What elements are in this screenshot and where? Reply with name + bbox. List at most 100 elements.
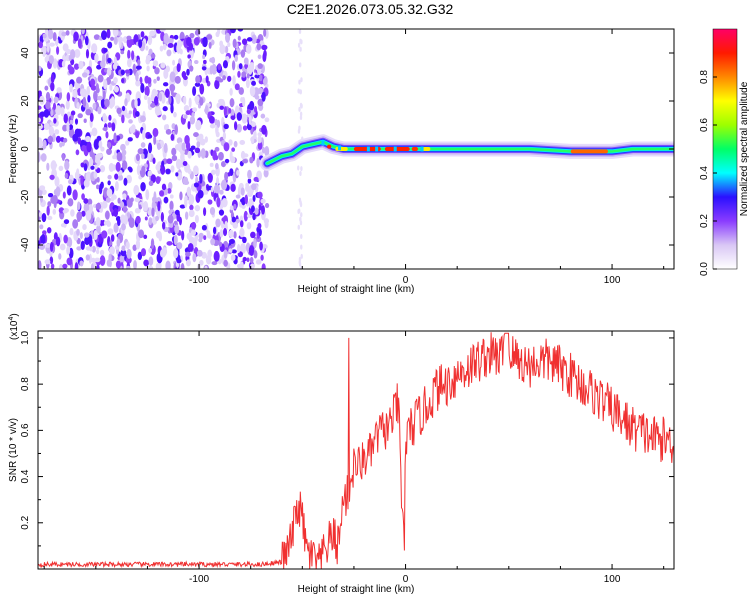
spectrogram-noise-cell xyxy=(188,97,192,108)
spectrogram-noise-cell xyxy=(233,203,237,210)
spectrogram-noise-cell xyxy=(54,176,60,187)
spectrogram-noise-cell xyxy=(253,250,258,259)
spectrogram-noise-cell xyxy=(239,228,245,238)
spectrogram-noise-cell xyxy=(140,31,145,38)
spectrogram-noise-cell xyxy=(209,206,216,216)
snr-x-tick-label: 0 xyxy=(403,574,409,585)
spectrogram-noise-cell xyxy=(115,260,122,269)
spectrogram-noise-cell xyxy=(73,63,80,70)
spectrogram-noise-cell xyxy=(243,57,249,65)
spectrogram-peak xyxy=(422,147,431,151)
spectrogram-noise-cell xyxy=(297,128,301,134)
spectrogram-noise-cell xyxy=(261,124,267,135)
spectrogram-noise-cell xyxy=(216,176,220,186)
spectrogram-noise-cell xyxy=(220,179,228,191)
spectrogram-noise-cell xyxy=(239,261,244,269)
spectrogram-noise-cell xyxy=(257,54,262,60)
spectrogram-noise-cell xyxy=(174,143,181,151)
spectrogram-noise-cell xyxy=(211,63,217,75)
spectrogram-noise-cell xyxy=(215,218,221,228)
spectrogram-noise-cell xyxy=(159,164,164,172)
spectrogram-noise-cell xyxy=(147,34,153,46)
spectrogram-peak-divider xyxy=(337,145,341,151)
spectrogram-noise-cell xyxy=(93,90,98,102)
spectrogram-noise-cell xyxy=(218,98,224,104)
spectrogram-noise-cell xyxy=(194,95,200,103)
spectrogram-noise-cell xyxy=(93,138,100,150)
spectrogram-noise-cell xyxy=(245,78,250,89)
spectrogram-noise-cell xyxy=(66,245,71,255)
spectrogram-noise-cell xyxy=(156,76,160,81)
spectrogram-noise-cell xyxy=(264,117,270,123)
spectrogram-noise-cell xyxy=(224,158,230,164)
spectrogram-noise-cell xyxy=(83,163,88,172)
spectrogram-noise-cell xyxy=(213,184,221,194)
spectrogram-noise-cell xyxy=(76,246,82,251)
spectrogram-noise-cell xyxy=(299,102,303,108)
spectrogram-noise-cell xyxy=(49,241,54,252)
spectrogram-noise-cell xyxy=(231,147,236,152)
spectrogram-noise-cell xyxy=(259,74,263,82)
spectrogram-noise-cell xyxy=(162,106,168,112)
spectrogram-noise-cell xyxy=(113,85,119,93)
spectrogram-noise-cell xyxy=(122,205,128,213)
spectrogram-noise-cell xyxy=(209,162,214,168)
spectrogram-noise-cell xyxy=(239,243,247,254)
spectrogram-noise-cell xyxy=(183,95,187,105)
snr-y-tick-label: 0.6 xyxy=(20,423,31,437)
spectrogram-noise-cell xyxy=(184,197,188,208)
spectrogram-noise-cell xyxy=(121,114,125,124)
spectrogram-noise-cell xyxy=(203,207,207,217)
spectrogram-noise-cell xyxy=(89,112,94,122)
spectrogram-noise-cell xyxy=(264,220,269,229)
spectrogram-noise-cell xyxy=(91,245,96,253)
spectrogram-noise-cell xyxy=(39,224,44,230)
spectrogram-noise-cell xyxy=(249,256,254,264)
spectrogram-noise-cell xyxy=(127,137,133,142)
spectrogram-noise-cell xyxy=(230,156,236,164)
spectrogram-noise-cell xyxy=(183,75,188,81)
spectrogram-y-axis-label: Frequency (Hz) xyxy=(8,115,19,184)
spectrogram-noise-cell xyxy=(206,34,213,40)
spectrogram-noise-cell xyxy=(159,190,165,197)
spectrogram-noise-cell xyxy=(145,54,152,62)
spectrogram-noise-cell xyxy=(299,62,302,68)
spectrogram-noise-cell xyxy=(120,69,125,76)
spectrogram-noise-cell xyxy=(53,118,57,124)
spectrogram-peak-divider xyxy=(420,146,424,152)
spectrogram-noise-cell xyxy=(100,146,105,152)
spectrogram-noise-cell xyxy=(299,46,302,52)
spectrogram-noise-cell xyxy=(108,246,115,255)
spectrogram-noise-cell xyxy=(248,115,252,126)
spectrogram-noise-cell xyxy=(186,186,192,197)
spectrogram-noise-cell xyxy=(196,249,203,257)
spectrogram-noise-cell xyxy=(120,249,127,257)
spectrogram-noise-cell xyxy=(170,103,174,114)
spectrogram-noise-cell xyxy=(250,263,256,269)
spectrogram-noise-cell xyxy=(105,131,109,139)
spectrogram-noise-cell xyxy=(131,50,135,61)
spectrogram-noise-cell xyxy=(98,233,102,245)
spectrogram-noise-cell xyxy=(218,209,225,216)
spectrogram-noise-cell xyxy=(210,169,216,175)
spectrogram-noise-cell xyxy=(52,208,57,215)
spectrogram-noise-cell xyxy=(153,191,157,203)
spectrogram-noise-cell xyxy=(47,29,54,40)
spectrogram-noise-cell xyxy=(47,215,53,221)
spectrogram-noise-cell xyxy=(142,201,149,212)
spectrogram-noise-cell xyxy=(299,111,303,117)
spectrogram-noise-cell xyxy=(230,115,236,120)
spectrogram-noise-cell xyxy=(193,165,199,176)
spectrogram-noise-cell xyxy=(148,247,153,254)
spectrogram-noise-cell xyxy=(199,83,205,95)
spectrogram-noise-cell xyxy=(121,77,125,84)
spectrogram-noise-cell xyxy=(42,230,47,235)
spectrogram-noise-cell xyxy=(194,82,201,87)
spectrogram-noise-cell xyxy=(174,124,178,135)
spectrogram-noise-cell xyxy=(46,227,52,234)
spectrogram-noise-cell xyxy=(244,63,249,69)
spectrogram-noise-cell xyxy=(228,239,235,244)
spectrogram-noise-cell xyxy=(41,189,47,195)
spectrogram-noise-cell xyxy=(38,117,41,123)
spectrogram-noise-cell xyxy=(63,219,70,225)
